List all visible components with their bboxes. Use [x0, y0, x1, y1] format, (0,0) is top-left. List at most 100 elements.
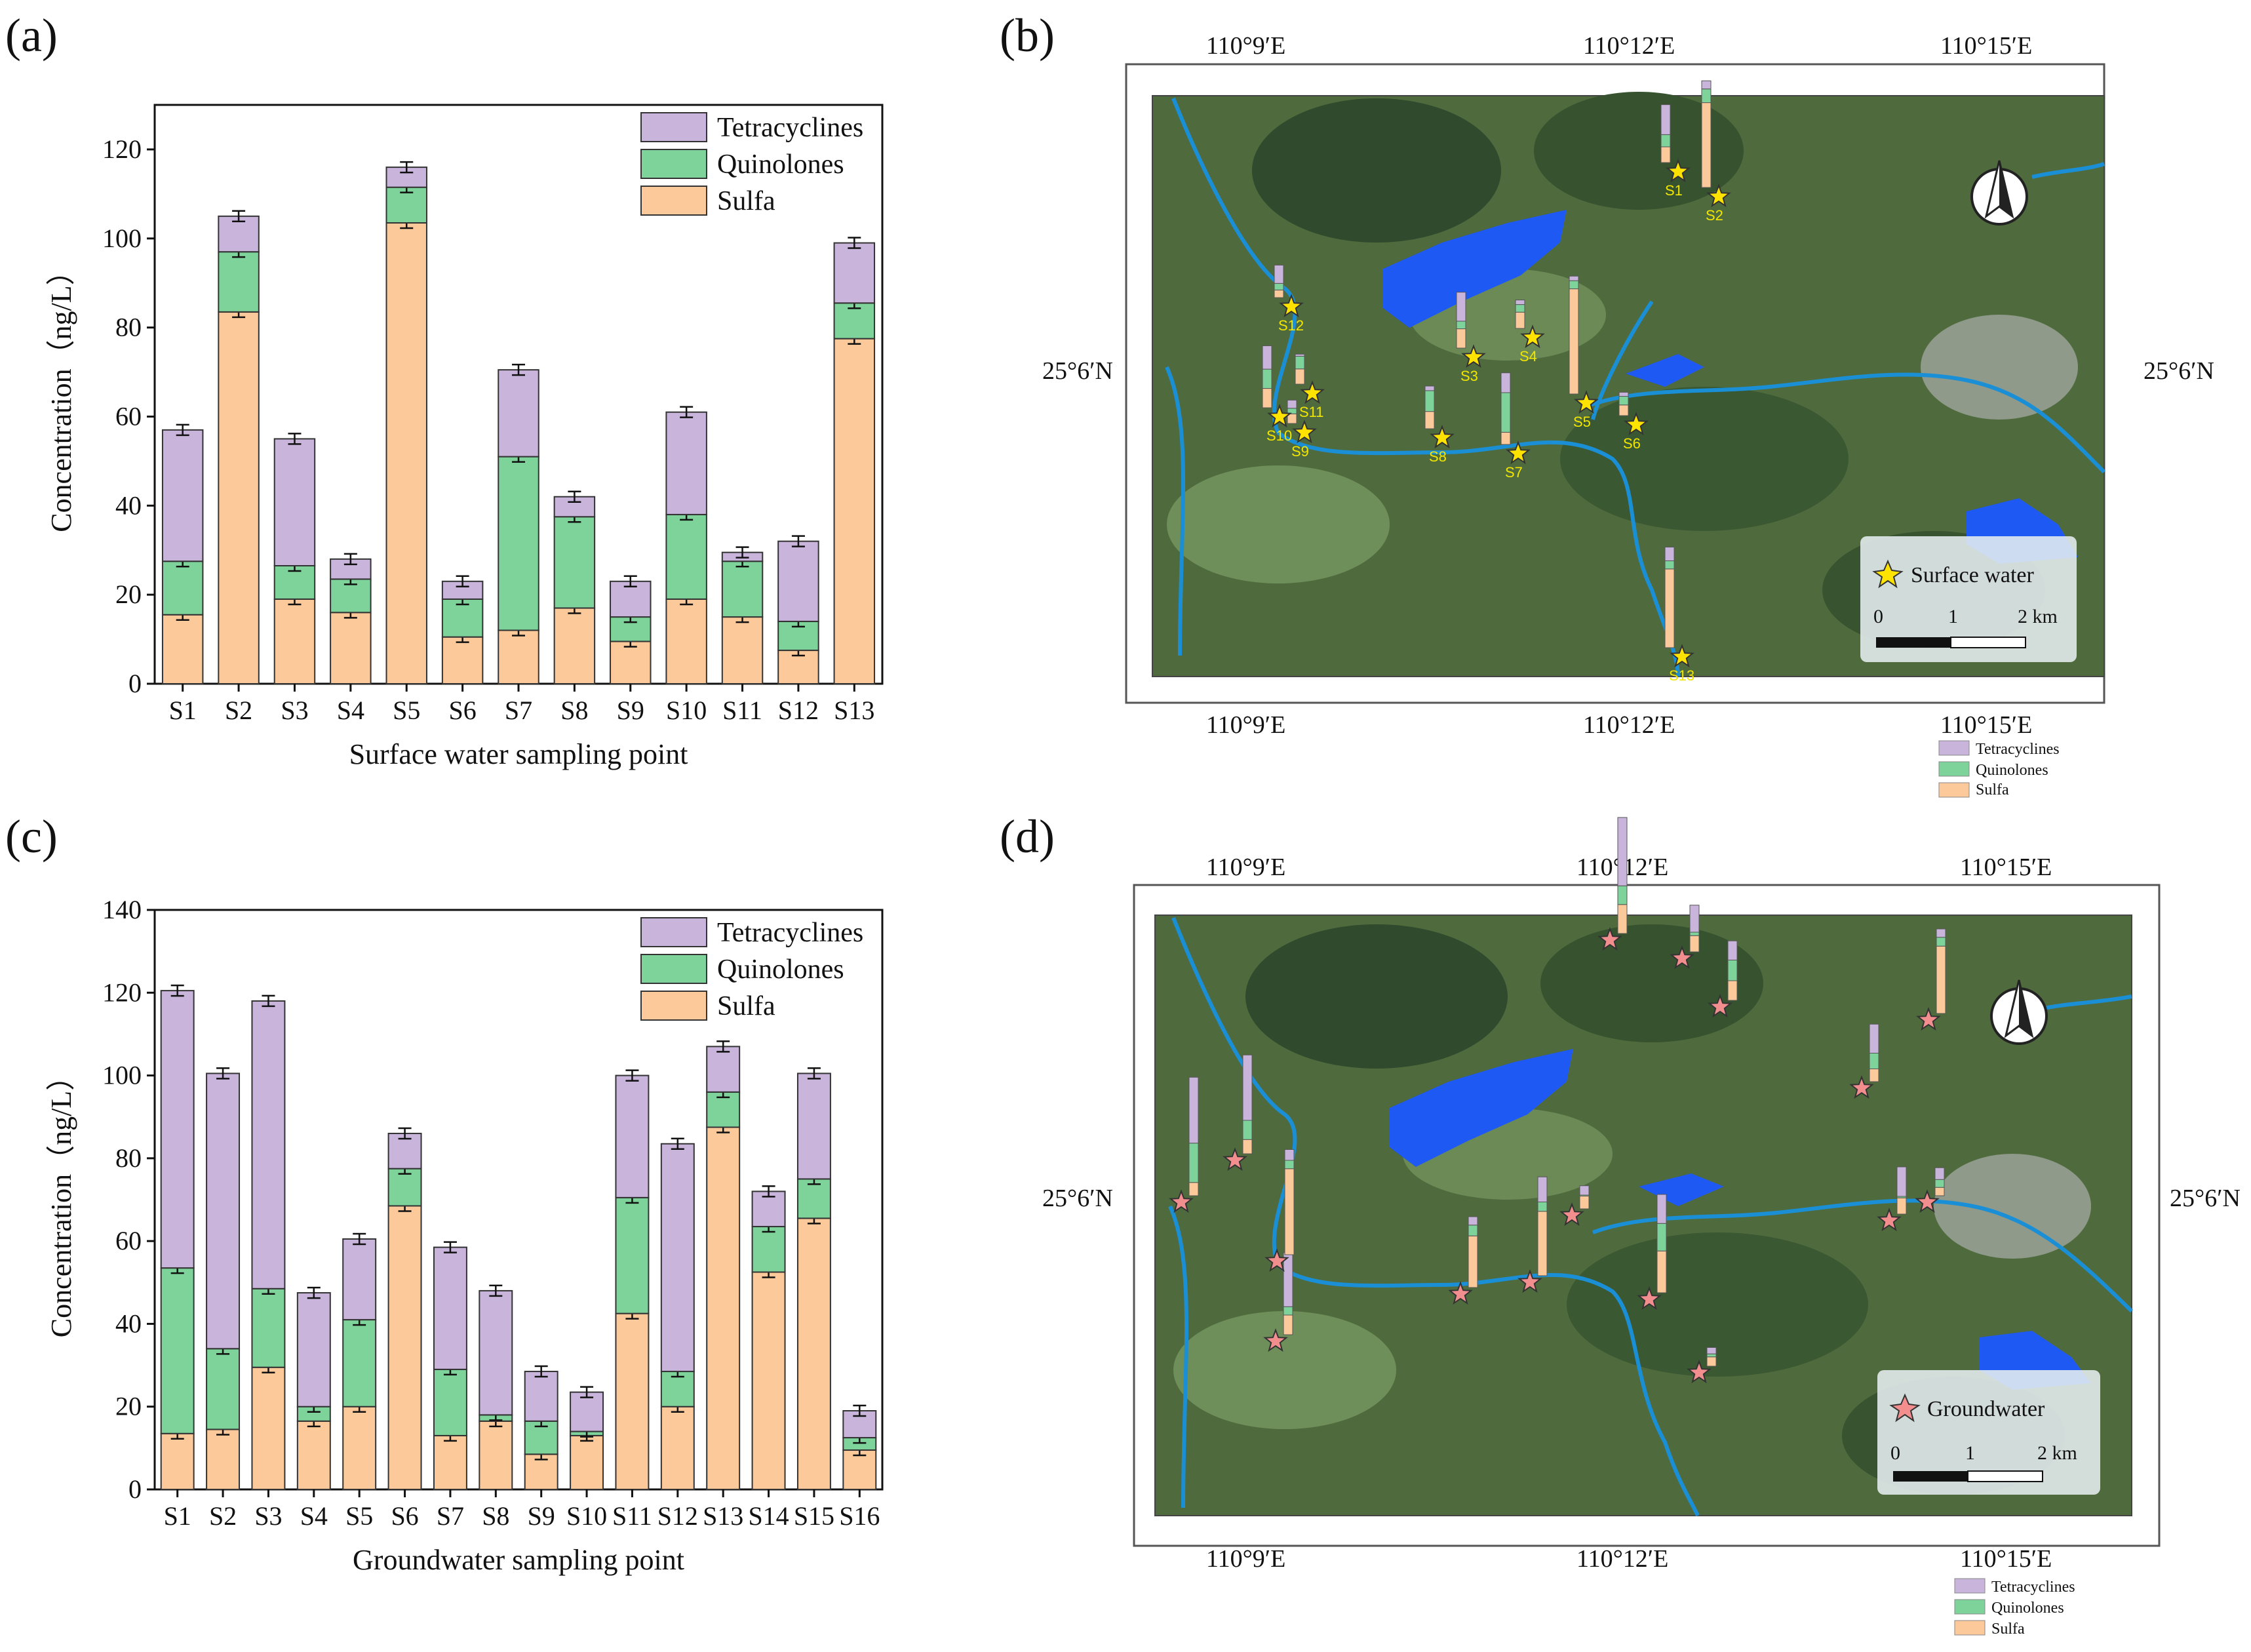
- site-label-S4: S4: [1519, 348, 1537, 364]
- site-label-S13: S13: [1669, 667, 1694, 684]
- site-label-S6: S6: [1623, 435, 1641, 452]
- bar-sulfa-S12: [660, 1406, 695, 1491]
- legend-swatch-tetracyclines: [640, 112, 707, 142]
- map-d-right-tick: 25°6′N: [2170, 1185, 2241, 1212]
- x-tick-label: S1: [164, 1501, 191, 1531]
- legend-label-sulfa: Sulfa: [717, 991, 775, 1021]
- map-b-bottom-tick-1: 110°9′E: [1206, 711, 1285, 739]
- y-tick-label: 40: [115, 1308, 142, 1338]
- map-bar-tetracyclines-S11: [1656, 1194, 1667, 1224]
- bar-sulfa-S9: [610, 640, 652, 685]
- map-bar-tetracyclines-S12: [1274, 264, 1284, 284]
- bar-sulfa-S8: [553, 607, 596, 684]
- key-label-sulfa: Sulfa: [1991, 1621, 2025, 1638]
- star-icon: [1267, 404, 1292, 428]
- field-patch: [1173, 1311, 1396, 1429]
- x-tick-label: S10: [566, 1501, 607, 1531]
- key-label-quinolones: Quinolones: [1976, 762, 2048, 779]
- map-bar-sulfa-S1: [1660, 146, 1671, 163]
- x-tick-label: S5: [345, 1501, 373, 1531]
- x-tick-label: S8: [482, 1501, 509, 1531]
- map-b-right-tick: 25°6′N: [2143, 357, 2214, 385]
- star-icon: [1300, 380, 1325, 404]
- legend-swatch-quinolones: [640, 149, 707, 179]
- bar-sulfa-S15: [796, 1217, 831, 1491]
- map-bar-quinolones-S3: [1456, 321, 1466, 330]
- bar-tetracyclines-S13: [706, 1046, 741, 1093]
- map-bar-tetracyclines-S7: [1869, 1023, 1879, 1053]
- x-tick-label: S13: [703, 1501, 743, 1531]
- map-bar-quinolones-S15: [1537, 1202, 1548, 1212]
- star-icon: [1292, 420, 1317, 444]
- y-tick-label: 100: [102, 1061, 142, 1090]
- map-bar-quinolones-S11: [1656, 1223, 1667, 1251]
- legend-surface-water-label: Surface water: [1911, 563, 2035, 587]
- map-b-key: Tetracyclines Quinolones Sulfa: [1938, 740, 2060, 798]
- map-bar-tetracyclines-S11: [1295, 353, 1305, 357]
- legend-swatch-tetracyclines: [640, 917, 707, 947]
- bar-sulfa-S1: [160, 1432, 195, 1490]
- bar-quinolones-S5: [342, 1319, 377, 1407]
- bar-quinolones-S6: [387, 1168, 422, 1207]
- star-icon: [1706, 184, 1731, 208]
- scale-bar-black: [1893, 1471, 1968, 1482]
- urban-patch: [1921, 315, 2078, 420]
- field-patch: [1167, 465, 1390, 583]
- scale-bar-white: [1950, 637, 2026, 648]
- star-icon: [1264, 1248, 1289, 1272]
- bar-quinolones-S7: [433, 1368, 467, 1436]
- legend-label-tetracyclines: Tetracyclines: [717, 918, 863, 948]
- river: [1168, 916, 2134, 1517]
- y-axis-label: Concentration（ng/L）: [45, 256, 77, 532]
- bar-tetracyclines-S7: [498, 369, 539, 458]
- map-bar-tetracyclines-S1: [1660, 104, 1671, 135]
- site-label-S2: S2: [1706, 207, 1723, 224]
- map-bar-tetracyclines-S6: [1936, 928, 1946, 938]
- y-tick-label: 20: [115, 580, 142, 609]
- bar-tetracyclines-S1: [161, 429, 204, 562]
- x-tick-label: S12: [778, 696, 819, 725]
- x-tick-label: S7: [505, 696, 532, 725]
- map-bar-sulfa-S2: [1701, 102, 1712, 188]
- map-bar-sulfa-S1: [1188, 1182, 1199, 1196]
- map-d-bottom-tick-2: 110°12′E: [1576, 1545, 1668, 1573]
- bar-sulfa-S3: [273, 598, 316, 685]
- scale-0: 0: [1890, 1442, 1900, 1464]
- star-icon: [1877, 1208, 1902, 1232]
- scale-0: 0: [1873, 606, 1883, 627]
- map-d-legend: Groundwater 0 1 2 km: [1877, 1370, 2100, 1495]
- legend-swatch-quinolones: [640, 954, 707, 984]
- map-bar-quinolones-S14: [1468, 1225, 1478, 1236]
- map-bar-sulfa-S13: [1284, 1168, 1295, 1255]
- map-bar-quinolones-S5: [1569, 280, 1579, 290]
- key-label-quinolones: Quinolones: [1991, 1600, 2064, 1617]
- scale-1: 1: [1965, 1442, 1975, 1464]
- x-axis-label: Surface water sampling point: [349, 738, 688, 770]
- star-icon: [1708, 994, 1732, 1018]
- map-bar-tetracyclines-S2: [1242, 1054, 1253, 1121]
- map-bar-tetracyclines-S8: [1424, 385, 1435, 391]
- map-bar-sulfa-S16: [1706, 1356, 1717, 1367]
- bar-quinolones-S1: [160, 1267, 195, 1434]
- legend-label-tetracyclines: Tetracyclines: [717, 113, 863, 143]
- reservoir: [1383, 210, 1567, 328]
- legend-swatch-sulfa: [640, 991, 707, 1021]
- bar-quinolones-S11: [721, 560, 764, 618]
- scale-bar-black: [1876, 637, 1951, 648]
- bar-sulfa-S7: [498, 629, 539, 684]
- bar-sulfa-S10: [570, 1434, 604, 1491]
- bar-tetracyclines-S3: [273, 438, 316, 567]
- bar-tetracyclines-S7: [433, 1246, 467, 1370]
- key-label-sulfa: Sulfa: [1976, 781, 2009, 798]
- bar-sulfa-S5: [385, 222, 427, 684]
- star-icon: [1916, 1007, 1941, 1031]
- bar-sulfa-S1: [161, 614, 204, 685]
- bar-quinolones-S2: [206, 1348, 241, 1430]
- map-bar-quinolones-S8: [1424, 390, 1435, 412]
- legend-box: [1877, 1370, 2100, 1495]
- bar-sulfa-S11: [615, 1312, 650, 1490]
- legend-groundwater-label: Groundwater: [1927, 1397, 2045, 1421]
- y-tick-label: 80: [115, 1143, 142, 1173]
- map-bar-quinolones-S10: [1262, 368, 1272, 389]
- map-bar-sulfa-S8: [1896, 1197, 1907, 1215]
